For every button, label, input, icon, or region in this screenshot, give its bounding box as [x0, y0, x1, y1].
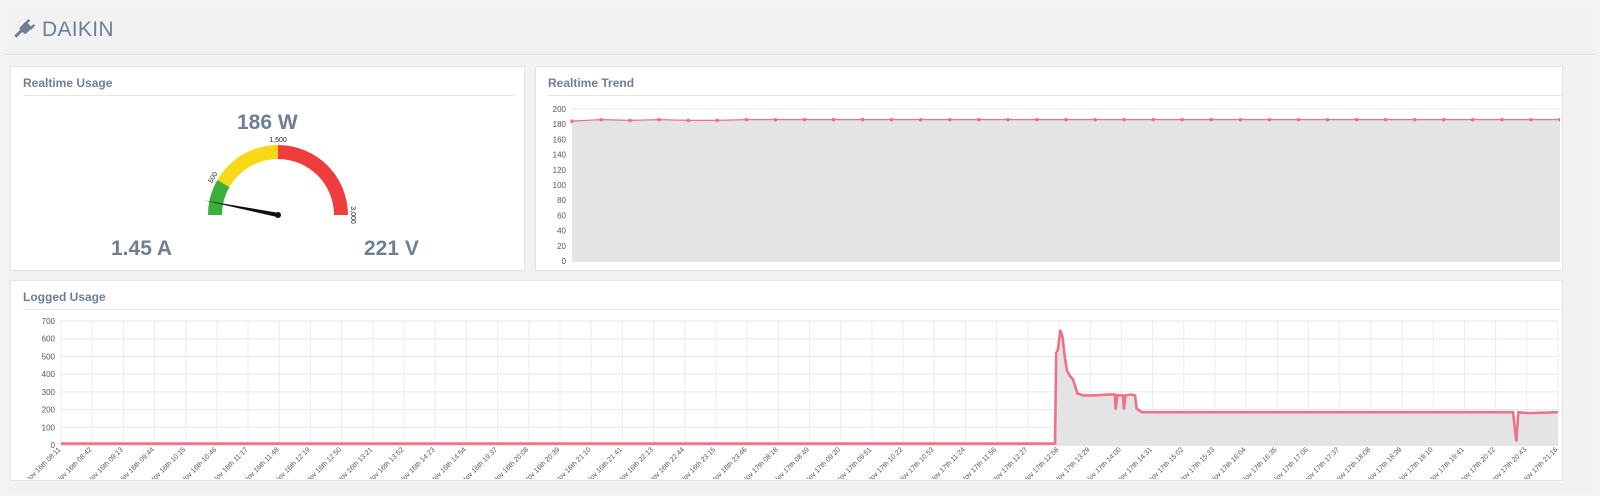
- gauge-tick-label: 1,500: [269, 137, 287, 144]
- data-point: [1296, 117, 1301, 122]
- data-point: [1122, 117, 1126, 122]
- series-area: [61, 329, 1558, 445]
- y-tick-label: 400: [42, 370, 56, 379]
- y-tick-label: 140: [553, 151, 567, 160]
- data-point: [1412, 117, 1417, 122]
- gauge-tick-label: 500: [208, 171, 220, 185]
- y-tick-label: 300: [42, 388, 56, 397]
- y-tick-label: 40: [557, 227, 566, 236]
- y-tick-label: 100: [553, 181, 567, 190]
- power-gauge: 500 1,500 3,000: [203, 137, 356, 224]
- divider: [548, 95, 1562, 96]
- panel-title: Logged Usage: [23, 290, 106, 304]
- data-point: [686, 118, 691, 123]
- data-point: [947, 117, 952, 122]
- gauge-needle: [203, 200, 279, 218]
- data-point: [1267, 117, 1272, 122]
- data-point: [657, 117, 661, 122]
- realtime-usage-panel: Realtime Usage 186 W 1.45 A 221 V 500 1,5…: [10, 66, 525, 271]
- gauge-tick-label: 3,000: [349, 206, 356, 224]
- page-header: DAIKIN: [4, 6, 1596, 55]
- y-tick-label: 160: [553, 135, 567, 144]
- data-point: [599, 117, 603, 122]
- data-point: [918, 117, 923, 122]
- data-point: [1325, 117, 1330, 122]
- data-point: [1354, 117, 1359, 122]
- logged-usage-panel: Logged Usage 0 100 200 300 400 500 600 700 Nov 1…: [10, 280, 1563, 481]
- y-tick-label: 100: [42, 423, 56, 432]
- y-tick-label: 600: [42, 335, 56, 344]
- y-tick-label: 500: [42, 352, 56, 361]
- data-point: [1383, 117, 1388, 122]
- data-point: [570, 119, 574, 123]
- data-point: [831, 117, 836, 122]
- gauge-band-0: [208, 180, 230, 215]
- data-point: [1035, 117, 1039, 122]
- data-point: [1471, 117, 1475, 122]
- data-point: [1500, 117, 1504, 122]
- data-point: [1209, 117, 1214, 122]
- data-point: [889, 117, 894, 122]
- y-tick-label: 180: [553, 120, 567, 129]
- data-point: [773, 117, 778, 122]
- data-point: [1093, 117, 1097, 122]
- data-point: [1441, 117, 1446, 122]
- data-point: [744, 117, 749, 122]
- y-tick-label: 20: [557, 242, 566, 251]
- gauge-band-2: [278, 145, 348, 215]
- x-tick-label: Nov 16th 08:11: [24, 446, 62, 479]
- y-tick-label: 120: [553, 166, 567, 175]
- gauge-band-1: [217, 145, 278, 187]
- data-point: [977, 117, 981, 122]
- data-point: [715, 118, 720, 123]
- data-point: [1529, 117, 1533, 122]
- data-point: [628, 118, 632, 123]
- y-tick-label: 0: [51, 441, 56, 450]
- panel-title: Realtime Trend: [548, 76, 635, 90]
- current-value: 1.45 A: [111, 237, 173, 260]
- gauge-needle-hub: [275, 212, 281, 218]
- plug-icon: [14, 19, 36, 38]
- power-value: 186 W: [237, 111, 298, 134]
- data-point: [1238, 117, 1243, 122]
- data-point: [1151, 117, 1155, 122]
- page-title: DAIKIN: [42, 18, 114, 41]
- panel-title: Realtime Usage: [23, 76, 113, 90]
- data-point: [1180, 117, 1185, 122]
- data-point: [1064, 117, 1068, 122]
- y-tick-label: 200: [553, 105, 567, 114]
- y-tick-label: 700: [42, 317, 56, 326]
- data-point: [1558, 117, 1560, 122]
- y-tick-label: 80: [557, 196, 566, 205]
- brand[interactable]: DAIKIN: [12, 18, 114, 42]
- y-tick-label: 200: [42, 406, 56, 415]
- y-tick-label: 60: [557, 211, 566, 220]
- series-area: [572, 119, 1560, 261]
- data-point: [802, 117, 807, 122]
- data-point: [860, 117, 865, 122]
- y-tick-label: 0: [562, 257, 567, 266]
- data-point: [1006, 117, 1010, 122]
- voltage-value: 221 V: [364, 237, 419, 260]
- realtime-trend-panel: Realtime Trend 0 20 40 60 80 100 120 140 160 180 2…: [535, 66, 1563, 271]
- divider: [23, 309, 1562, 310]
- realtime-trend-chart: 0 20 40 60 80 100 120 140 160 180 200: [553, 105, 1560, 266]
- series-line: [61, 329, 1559, 445]
- divider: [23, 95, 514, 96]
